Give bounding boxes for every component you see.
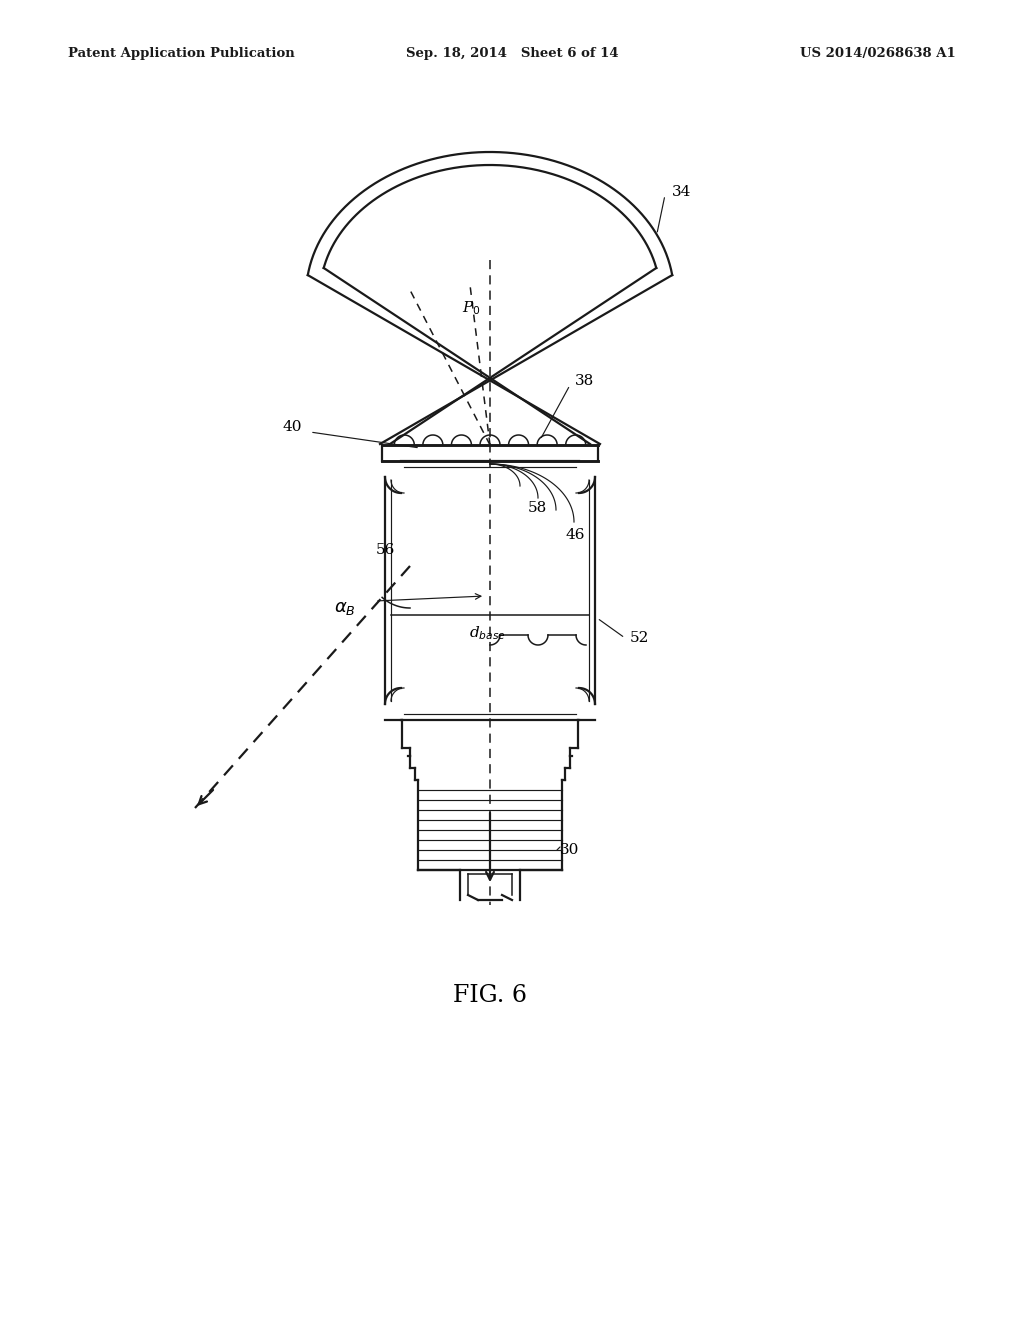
- Text: Patent Application Publication: Patent Application Publication: [68, 48, 295, 61]
- Text: d$_{base}$: d$_{base}$: [469, 624, 506, 642]
- Text: US 2014/0268638 A1: US 2014/0268638 A1: [800, 48, 956, 61]
- Text: Sep. 18, 2014   Sheet 6 of 14: Sep. 18, 2014 Sheet 6 of 14: [406, 48, 618, 61]
- Text: 38: 38: [575, 374, 594, 388]
- Text: 40: 40: [283, 420, 302, 434]
- Text: 56: 56: [376, 543, 394, 557]
- Text: $\alpha_B$: $\alpha_B$: [334, 599, 356, 616]
- Text: 30: 30: [560, 843, 580, 857]
- Text: 46: 46: [566, 528, 586, 543]
- Text: 52: 52: [630, 631, 649, 645]
- Text: 58: 58: [528, 502, 547, 515]
- Text: P$_0$: P$_0$: [462, 300, 481, 317]
- Text: FIG. 6: FIG. 6: [453, 983, 527, 1006]
- Text: 34: 34: [672, 185, 691, 199]
